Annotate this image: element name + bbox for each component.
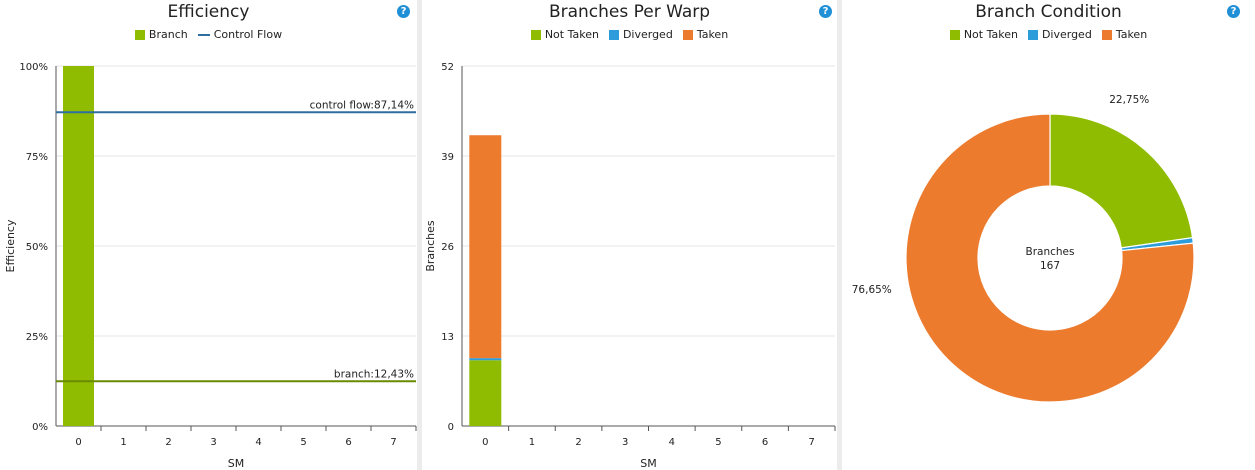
x-tick-label: 4 (255, 437, 261, 448)
x-tick-label: 3 (622, 437, 628, 448)
bar-diverged (469, 358, 502, 361)
legend-label-taken: Taken (1115, 28, 1148, 41)
efficiency-legend: Branch Control Flow (0, 28, 417, 41)
x-tick-label: 7 (390, 437, 396, 448)
bar-taken (469, 135, 502, 359)
control-flow-line-label: control flow:87,14% (310, 99, 414, 111)
legend-item-diverged[interactable]: Diverged (1027, 28, 1092, 41)
efficiency-panel: Efficiency ? Branch Control Flow 0% 25% 50… (0, 0, 417, 470)
x-tick-label: 1 (529, 437, 535, 448)
x-axis-title: SM (228, 457, 244, 470)
legend-label-control-flow: Control Flow (213, 28, 283, 41)
legend-item-branch[interactable]: Branch (134, 28, 188, 41)
slice-label: 22,75% (1109, 94, 1149, 106)
legend-swatch-diverged (1027, 29, 1038, 40)
y-tick-label: 0 (448, 422, 454, 433)
x-axis-title: SM (640, 457, 656, 470)
legend-item-control-flow[interactable]: Control Flow (197, 28, 283, 41)
branch-condition-chart: 22,75% 76,65% Branches 167 (852, 94, 1195, 403)
x-tick-label: 5 (300, 437, 306, 448)
y-tick-label: 100% (19, 62, 48, 73)
x-tick-label: 5 (715, 437, 721, 448)
legend-item-not-taken[interactable]: Not Taken (949, 28, 1018, 41)
x-tick-label: 3 (210, 437, 216, 448)
branch-condition-panel: Branch Condition ? Not Taken Diverged Ta… (842, 0, 1255, 470)
legend-swatch-taken (1101, 29, 1112, 40)
y-tick-label: 13 (441, 332, 454, 343)
x-tick-label: 4 (669, 437, 675, 448)
panel-divider (837, 0, 842, 470)
slice-not-taken (1049, 113, 1194, 249)
x-tick-label: 0 (75, 437, 81, 448)
bar-branch (63, 66, 94, 426)
x-tick-label: 6 (762, 437, 768, 448)
x-tick-label: 1 (120, 437, 126, 448)
help-icon[interactable]: ? (397, 5, 410, 18)
x-tick-label: 2 (575, 437, 581, 448)
slice-taken (905, 113, 1195, 403)
legend-swatch-not-taken (949, 29, 960, 40)
legend-swatch-taken (682, 29, 693, 40)
x-tick-label: 2 (165, 437, 171, 448)
y-tick-label: 75% (26, 152, 48, 163)
legend-label-taken: Taken (696, 28, 729, 41)
branches-per-warp-chart: 0 13 26 39 52 0 1 2 3 4 5 6 7 SM Branches (424, 62, 836, 470)
branch-condition-legend: Not Taken Diverged Taken (842, 28, 1255, 41)
legend-label-branch: Branch (148, 28, 188, 41)
legend-label-not-taken: Not Taken (963, 28, 1018, 41)
y-axis-title: Branches (424, 220, 437, 272)
branches-per-warp-legend: Not Taken Diverged Taken (422, 28, 837, 41)
branches-per-warp-title: Branches Per Warp (548, 2, 711, 22)
y-tick-label: 50% (26, 242, 48, 253)
help-icon[interactable]: ? (819, 5, 832, 18)
help-icon[interactable]: ? (1227, 5, 1240, 18)
legend-label-diverged: Diverged (1041, 28, 1092, 41)
y-tick-label: 25% (26, 332, 48, 343)
donut-center-label: Branches (1026, 246, 1075, 258)
branches-per-warp-panel: Branches Per Warp ? Not Taken Diverged T… (422, 0, 837, 470)
legend-item-taken[interactable]: Taken (682, 28, 729, 41)
y-tick-label: 26 (441, 242, 454, 253)
legend-label-diverged: Diverged (622, 28, 673, 41)
slice-label: 76,65% (852, 284, 892, 296)
x-tick-label: 6 (345, 437, 351, 448)
panel-divider (417, 0, 422, 470)
legend-swatch-branch (134, 29, 145, 40)
y-tick-label: 39 (441, 152, 454, 163)
legend-item-taken[interactable]: Taken (1101, 28, 1148, 41)
donut-center-value: 167 (1040, 260, 1060, 272)
legend-item-diverged[interactable]: Diverged (608, 28, 673, 41)
legend-swatch-diverged (608, 29, 619, 40)
legend-swatch-not-taken (530, 29, 541, 40)
x-tick-label: 7 (809, 437, 815, 448)
branch-line-label: branch:12,43% (334, 368, 414, 380)
efficiency-title: Efficiency (167, 2, 250, 22)
y-axis-title: Efficiency (4, 219, 17, 272)
bar-not-taken (469, 360, 502, 426)
y-tick-label: 52 (441, 62, 454, 73)
legend-item-not-taken[interactable]: Not Taken (530, 28, 599, 41)
efficiency-chart: 0% 25% 50% 75% 100% 0 1 2 3 4 5 6 7 SM Efficiency contr… (4, 62, 417, 470)
x-tick-label: 0 (482, 437, 488, 448)
branch-condition-title: Branch Condition (975, 2, 1122, 22)
legend-label-not-taken: Not Taken (544, 28, 599, 41)
y-tick-label: 0% (32, 422, 48, 433)
legend-line-control-flow (197, 33, 210, 36)
